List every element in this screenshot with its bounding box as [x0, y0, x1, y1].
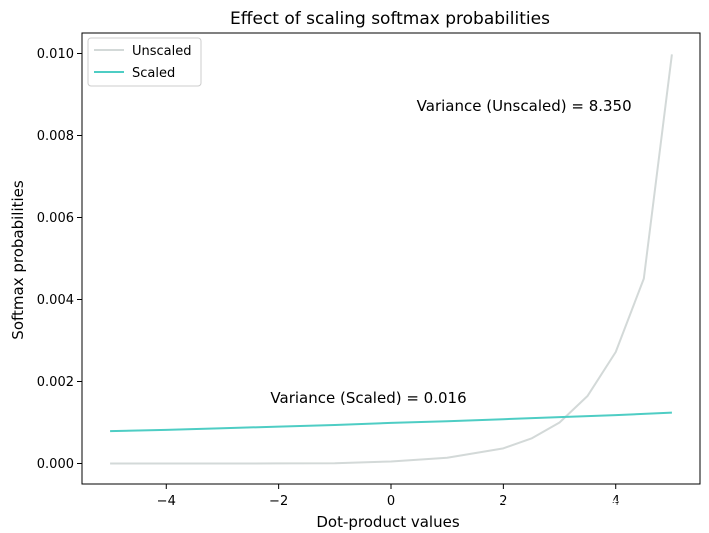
y-tick-label: 0.004 [37, 293, 74, 308]
y-tick-label: 0.002 [37, 375, 74, 390]
x-tick-label: 2 [499, 494, 507, 509]
plot-area: −4 −2 0 2 4 0.000 0.002 0.004 0.006 0.008 0.010 V… [37, 32, 701, 509]
y-tick-label: 0.010 [37, 47, 74, 62]
series-line-unscaled [110, 54, 673, 465]
legend: Unscaled Scaled [87, 37, 202, 87]
y-tick-label: 0.000 [37, 457, 74, 472]
y-tick-label: 0.008 [37, 129, 74, 144]
y-tick-label: 0.006 [37, 211, 74, 226]
x-axis-ticks: −4 −2 0 2 4 [157, 484, 620, 509]
x-axis-label: Dot-product values [316, 513, 459, 531]
legend-label-unscaled: Unscaled [132, 44, 192, 59]
annotation-variance-unscaled: Variance (Unscaled) = 8.350 [417, 97, 632, 115]
x-tick-label: −4 [157, 494, 176, 509]
watermark: 掘金技术社区 @ 数据智能老司机 [456, 498, 690, 517]
series-layer [110, 54, 673, 465]
x-tick-label: −2 [269, 494, 288, 509]
y-axis-label: Softmax probabilities [9, 180, 27, 340]
annotation-variance-scaled: Variance (Scaled) = 0.016 [270, 389, 466, 407]
legend-label-scaled: Scaled [132, 66, 175, 81]
x-tick-label: 0 [387, 494, 395, 509]
x-tick-label: 4 [612, 494, 620, 509]
chart-title: Effect of scaling softmax probabilities [230, 9, 550, 29]
annotation-layer: Variance (Unscaled) = 8.350 Variance (Sca… [270, 97, 631, 407]
series-line-scaled [110, 411, 672, 433]
y-axis-ticks: 0.000 0.002 0.004 0.006 0.008 0.010 [37, 47, 82, 472]
